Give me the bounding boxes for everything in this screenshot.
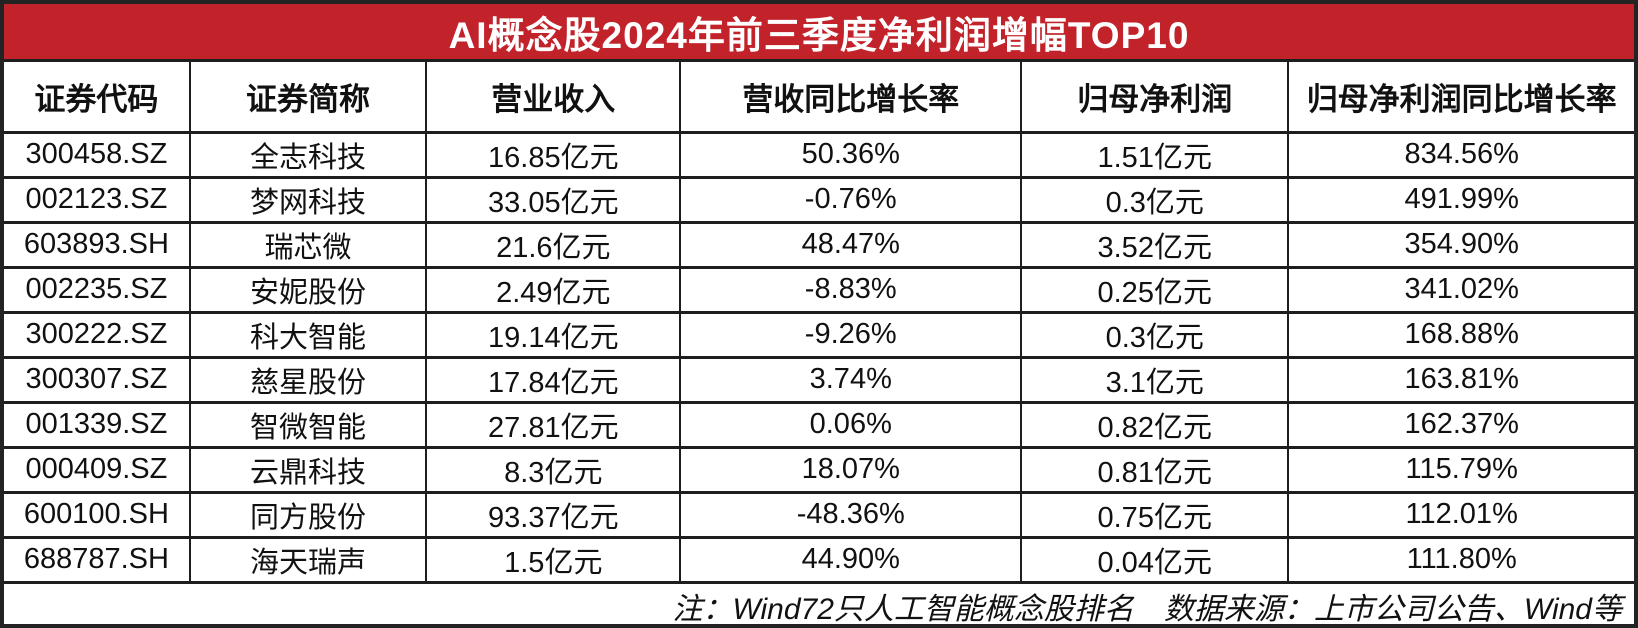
header-row: 证券代码 证券简称 营业收入 营收同比增长率 归母净利润 归母净利润同比增长率 (4, 62, 1634, 134)
table-cell: 33.05亿元 (425, 175, 682, 224)
table-row: 300458.SZ 全志科技 16.85亿元 50.36% 1.51亿元 834.56% (4, 130, 1634, 179)
table-body: 300458.SZ 全志科技 16.85亿元 50.36% 1.51亿元 834.56% 0… (4, 130, 1634, 584)
table-cell: 科大智能 (188, 310, 428, 359)
table-cell: -48.36% (679, 490, 1023, 539)
table-cell: 341.02% (1287, 265, 1634, 314)
table-cell: 16.85亿元 (425, 130, 682, 179)
table-cell: 3.1亿元 (1020, 355, 1290, 404)
table-cell: 354.90% (1287, 220, 1634, 269)
data-table: 证券代码 证券简称 营业收入 营收同比增长率 归母净利润 归母净利润同比增长率 … (4, 62, 1634, 584)
table-cell: 3.52亿元 (1020, 220, 1290, 269)
table-cell: 603893.SH (4, 220, 191, 269)
table-row: 300222.SZ 科大智能 19.14亿元 -9.26% 0.3亿元 168.88% (4, 310, 1634, 359)
table-row: 603893.SH 瑞芯微 21.6亿元 48.47% 3.52亿元 354.90% (4, 220, 1634, 269)
column-header-revenue: 营业收入 (425, 62, 682, 134)
table-row: 300307.SZ 慈星股份 17.84亿元 3.74% 3.1亿元 163.81% (4, 355, 1634, 404)
table-cell: 安妮股份 (188, 265, 428, 314)
table-cell: 834.56% (1287, 130, 1634, 179)
table-cell: 112.01% (1287, 490, 1634, 539)
table-cell: 600100.SH (4, 490, 191, 539)
table-cell: 17.84亿元 (425, 355, 682, 404)
table-cell: 491.99% (1287, 175, 1634, 224)
column-header-revenue-yoy: 营收同比增长率 (679, 62, 1023, 134)
table-cell: 0.75亿元 (1020, 490, 1290, 539)
table-cell: 8.3亿元 (425, 445, 682, 494)
table-cell: 3.74% (679, 355, 1023, 404)
table-cell: 0.06% (679, 400, 1023, 449)
table-cell: 1.5亿元 (425, 535, 682, 584)
table-cell: -8.83% (679, 265, 1023, 314)
table-cell: 162.37% (1287, 400, 1634, 449)
column-header-net-profit: 归母净利润 (1020, 62, 1290, 134)
table-cell: 19.14亿元 (425, 310, 682, 359)
column-header-net-profit-yoy: 归母净利润同比增长率 (1287, 62, 1634, 134)
column-header-stock-code: 证券代码 (4, 62, 191, 134)
table-cell: 梦网科技 (188, 175, 428, 224)
table-row: 600100.SH 同方股份 93.37亿元 -48.36% 0.75亿元 112.01% (4, 490, 1634, 539)
table-cell: 0.82亿元 (1020, 400, 1290, 449)
table-cell: 同方股份 (188, 490, 428, 539)
column-header-stock-name: 证券简称 (188, 62, 428, 134)
table-cell: -9.26% (679, 310, 1023, 359)
table-cell: 300222.SZ (4, 310, 191, 359)
table-cell: 002235.SZ (4, 265, 191, 314)
table-cell: 168.88% (1287, 310, 1634, 359)
table-cell: 慈星股份 (188, 355, 428, 404)
table-cell: 0.04亿元 (1020, 535, 1290, 584)
table-cell: 瑞芯微 (188, 220, 428, 269)
table-cell: 智微智能 (188, 400, 428, 449)
table-cell: 0.81亿元 (1020, 445, 1290, 494)
table-cell: 50.36% (679, 130, 1023, 179)
table-cell: 0.3亿元 (1020, 175, 1290, 224)
table-cell: 000409.SZ (4, 445, 191, 494)
table-cell: 2.49亿元 (425, 265, 682, 314)
table-cell: 18.07% (679, 445, 1023, 494)
table-cell: 21.6亿元 (425, 220, 682, 269)
table-cell: 688787.SH (4, 535, 191, 584)
table-title: AI概念股2024年前三季度净利润增幅TOP10 (4, 4, 1634, 62)
table-cell: 93.37亿元 (425, 490, 682, 539)
table-cell: 0.3亿元 (1020, 310, 1290, 359)
table-row: 002235.SZ 安妮股份 2.49亿元 -8.83% 0.25亿元 341.02% (4, 265, 1634, 314)
table-cell: 1.51亿元 (1020, 130, 1290, 179)
table-cell: 全志科技 (188, 130, 428, 179)
table-cell: 300458.SZ (4, 130, 191, 179)
table-cell: 001339.SZ (4, 400, 191, 449)
table-cell: 云鼎科技 (188, 445, 428, 494)
table-cell: 163.81% (1287, 355, 1634, 404)
table-cell: 002123.SZ (4, 175, 191, 224)
table-header: 证券代码 证券简称 营业收入 营收同比增长率 归母净利润 归母净利润同比增长率 (4, 62, 1634, 134)
table-cell: -0.76% (679, 175, 1023, 224)
table-cell: 115.79% (1287, 445, 1634, 494)
table-cell: 27.81亿元 (425, 400, 682, 449)
footnote: 注：Wind72只人工智能概念股排名 数据来源：上市公司公告、Wind等 (4, 583, 1634, 624)
table-cell: 111.80% (1287, 535, 1634, 584)
table-row: 001339.SZ 智微智能 27.81亿元 0.06% 0.82亿元 162.37% (4, 400, 1634, 449)
table-row: 688787.SH 海天瑞声 1.5亿元 44.90% 0.04亿元 111.80% (4, 535, 1634, 584)
table-row: 000409.SZ 云鼎科技 8.3亿元 18.07% 0.81亿元 115.79% (4, 445, 1634, 494)
table-cell: 48.47% (679, 220, 1023, 269)
table-cell: 300307.SZ (4, 355, 191, 404)
table-cell: 海天瑞声 (188, 535, 428, 584)
table-cell: 44.90% (679, 535, 1023, 584)
table-row: 002123.SZ 梦网科技 33.05亿元 -0.76% 0.3亿元 491.99% (4, 175, 1634, 224)
table-cell: 0.25亿元 (1020, 265, 1290, 314)
